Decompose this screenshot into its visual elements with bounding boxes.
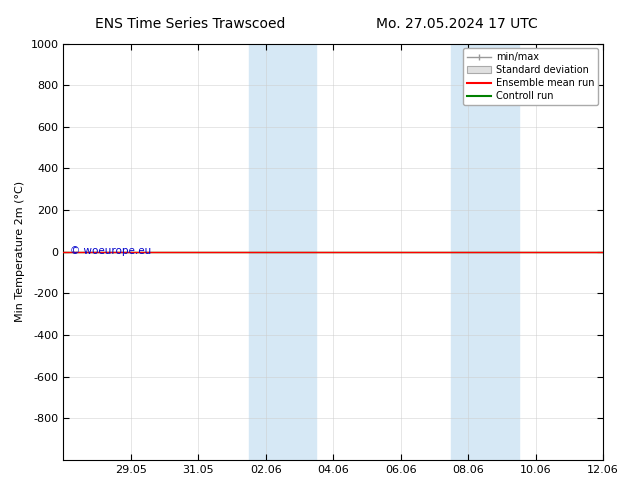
Text: Mo. 27.05.2024 17 UTC: Mo. 27.05.2024 17 UTC (375, 17, 538, 31)
Legend: min/max, Standard deviation, Ensemble mean run, Controll run: min/max, Standard deviation, Ensemble me… (463, 49, 598, 105)
Y-axis label: Min Temperature 2m (°C): Min Temperature 2m (°C) (15, 181, 25, 322)
Text: © woeurope.eu: © woeurope.eu (70, 245, 152, 256)
Text: ENS Time Series Trawscoed: ENS Time Series Trawscoed (95, 17, 285, 31)
Bar (451, 44, 519, 460)
Bar (249, 44, 316, 460)
